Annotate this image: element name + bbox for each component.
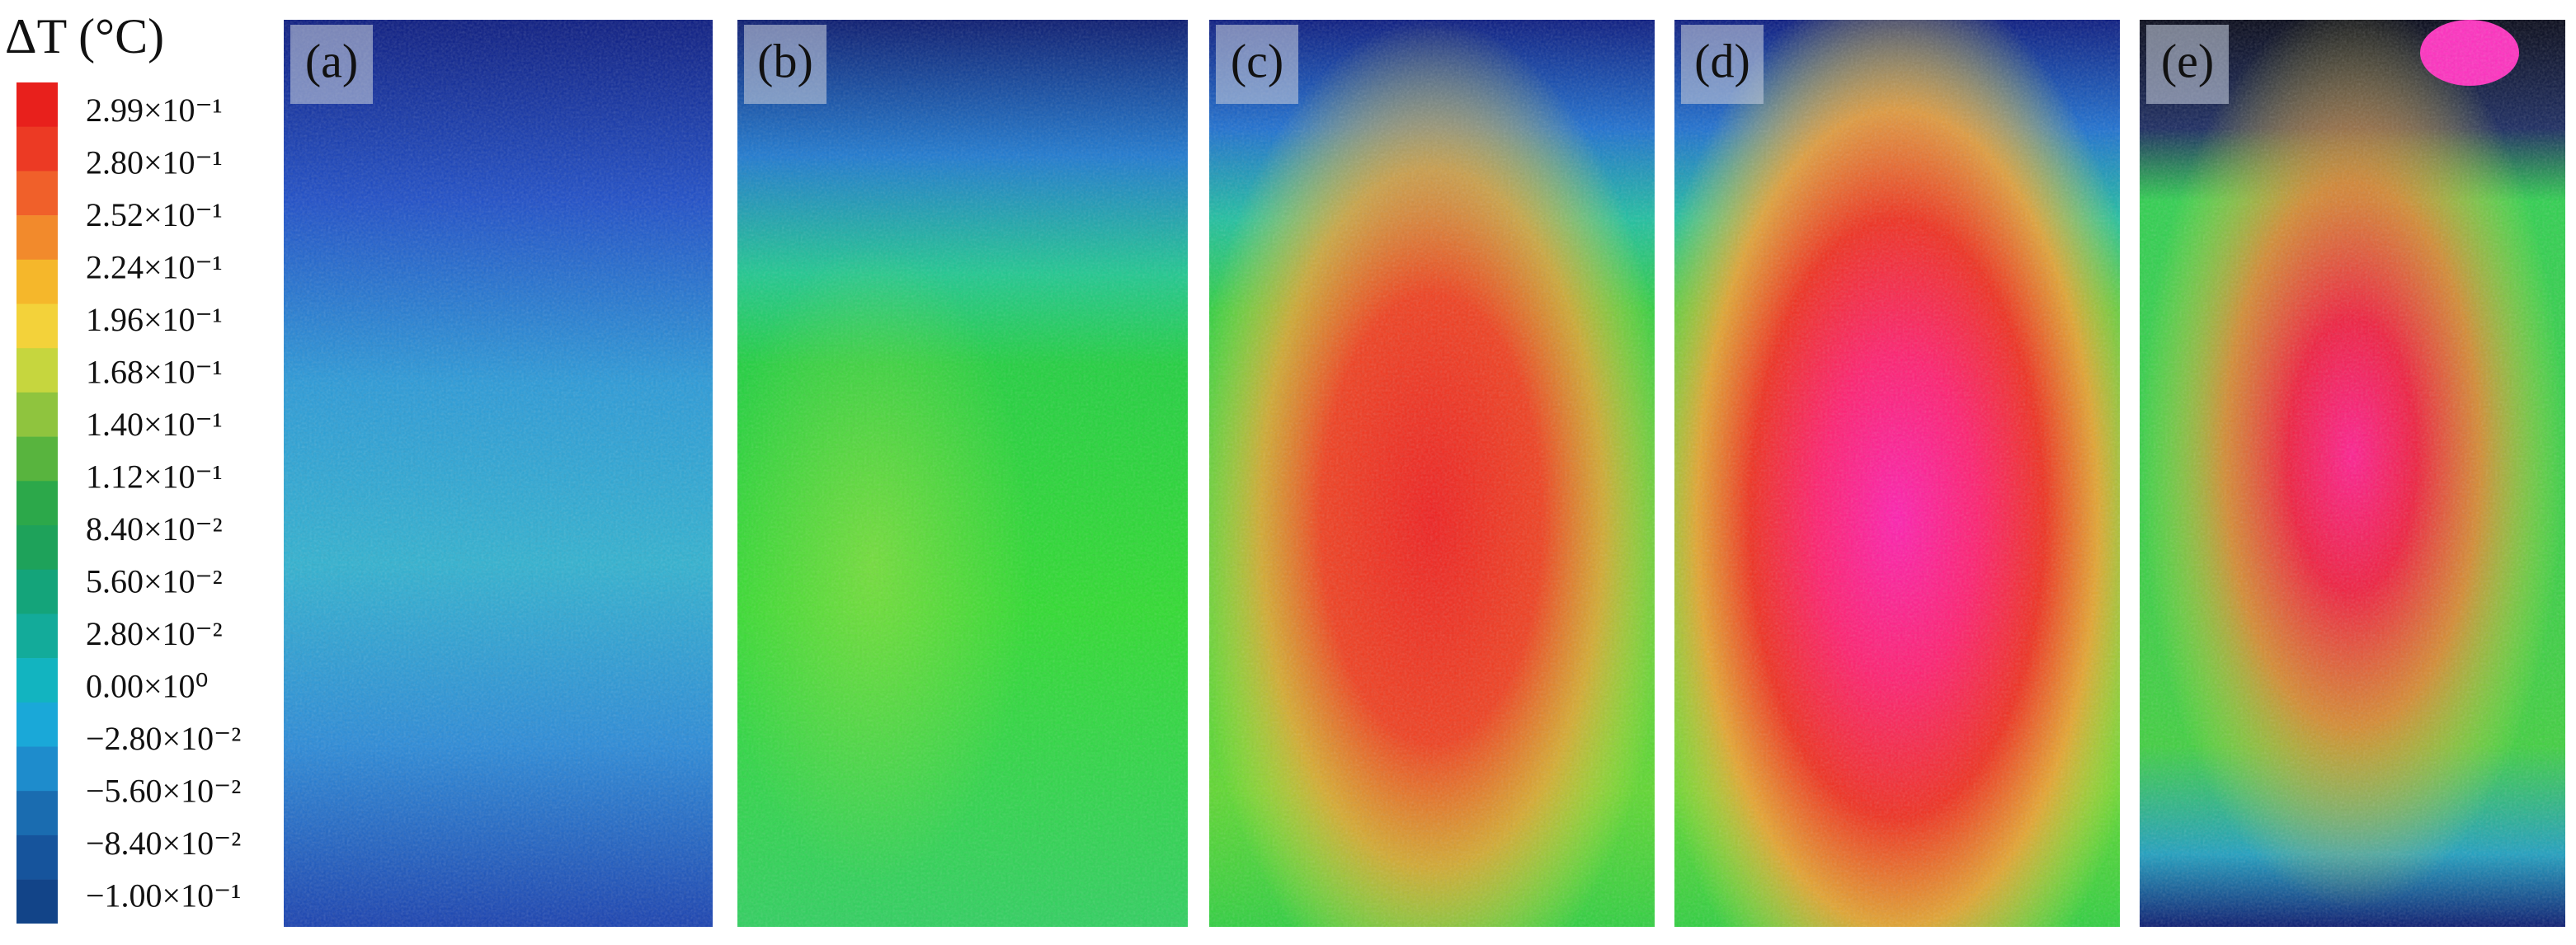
color-step: [16, 392, 58, 437]
colorbar-label: 1.96×10⁻¹: [86, 301, 223, 338]
colorbar-label: −8.40×10⁻²: [86, 825, 241, 862]
panel-label: (c): [1231, 34, 1283, 87]
colorbar-label: 1.12×10⁻¹: [86, 458, 223, 496]
colorbar: ΔT (°C) 2.99×10⁻¹ 2.80×10⁻¹ 2.52×10⁻¹ 2.24×…: [5, 9, 241, 924]
color-step: [16, 171, 58, 216]
color-step: [16, 481, 58, 526]
panel: [2140, 20, 2565, 927]
color-step: [16, 569, 58, 614]
color-step: [16, 658, 58, 703]
colorbar-label: −2.80×10⁻²: [86, 720, 241, 757]
speckle: [1674, 20, 2120, 927]
color-step: [16, 215, 58, 261]
colorbar-label: 2.99×10⁻¹: [86, 92, 223, 129]
panel-label-box: [290, 25, 373, 104]
color-step: [16, 525, 58, 570]
colorbar-label: 8.40×10⁻²: [86, 510, 223, 548]
color-step: [16, 791, 58, 836]
colorbar-label: −1.00×10⁻¹: [86, 877, 241, 914]
panel-label-box: [1216, 25, 1298, 104]
colorbar-label: −5.60×10⁻²: [86, 773, 241, 810]
color-step: [16, 126, 58, 172]
colorbar-label: 2.24×10⁻¹: [86, 249, 223, 286]
color-step: [16, 835, 58, 880]
speckle: [284, 20, 713, 927]
panel-label-box: [1681, 25, 1764, 104]
panel-label: (e): [2161, 34, 2214, 87]
panel: [1674, 20, 2120, 927]
colorbar-label: 1.40×10⁻¹: [86, 406, 223, 443]
panel: [1209, 20, 1655, 927]
panel-labels: (a) (b) (c) (d) (e): [290, 25, 2229, 104]
color-step: [16, 746, 58, 792]
panel-label-box: [744, 25, 826, 104]
colorbar-label: 5.60×10⁻²: [86, 563, 223, 600]
color-step: [16, 879, 58, 924]
colorbar-label: 2.52×10⁻¹: [86, 196, 223, 233]
colorbar-label: 2.80×10⁻¹: [86, 144, 223, 181]
color-step: [16, 614, 58, 659]
speckle: [737, 20, 1188, 927]
color-step: [16, 259, 58, 304]
colorbar-label: 0.00×10⁰: [86, 668, 209, 705]
color-step: [16, 436, 58, 482]
color-step: [16, 702, 58, 747]
panel-label: (b): [757, 34, 813, 87]
color-step: [16, 82, 58, 127]
colorbar-labels: 2.99×10⁻¹ 2.80×10⁻¹ 2.52×10⁻¹ 2.24×10⁻¹ 1.96…: [86, 92, 241, 914]
panel: [284, 20, 713, 927]
color-step: [16, 348, 58, 393]
panel: [737, 20, 1188, 927]
speckle: [2140, 20, 2565, 927]
panel-label-box: [2146, 25, 2229, 104]
colorbar-title: ΔT (°C): [5, 9, 164, 63]
color-step: [16, 303, 58, 349]
panel-label: (d): [1694, 34, 1750, 87]
colorbar-label: 2.80×10⁻²: [86, 615, 223, 652]
panel-label: (a): [305, 34, 358, 87]
speckle: [1209, 20, 1655, 927]
colorbar-label: 1.68×10⁻¹: [86, 354, 223, 391]
